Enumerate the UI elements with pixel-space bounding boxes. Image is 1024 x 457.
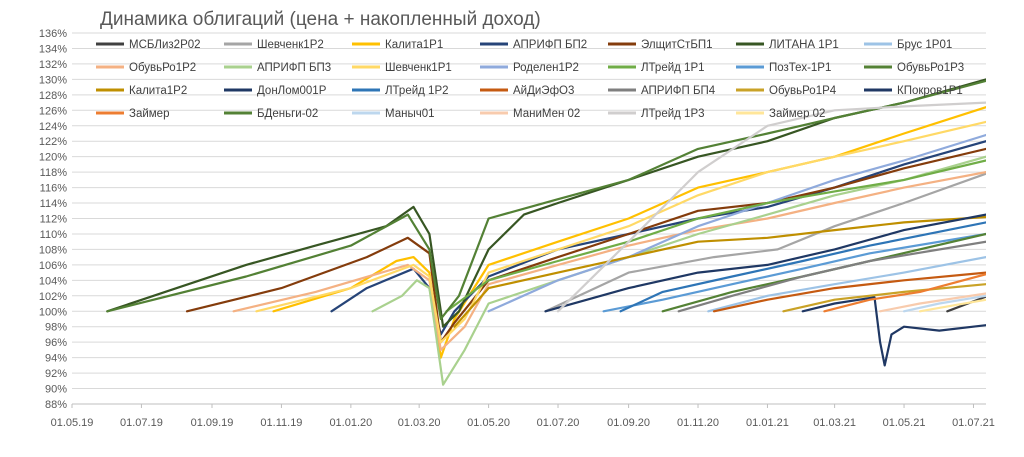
y-tick-label: 104%: [39, 275, 67, 287]
legend-label: ЛТрейд 1Р1: [641, 62, 705, 74]
y-tick-label: 134%: [39, 43, 67, 55]
series-line: [712, 271, 986, 313]
x-tick-label: 01.07.19: [120, 417, 163, 429]
series-line: [707, 256, 986, 313]
y-tick-label: 112%: [40, 214, 68, 226]
legend-label: АПРИФП БП3: [257, 62, 331, 74]
y-tick-label: 132%: [39, 59, 67, 71]
legend-label: ЛТрейд 1Р3: [641, 108, 705, 120]
legend-label: ДонЛом001Р: [257, 85, 327, 97]
legend-label: ОбувьРо1Р2: [129, 62, 196, 74]
x-tick-label: 01.05.19: [51, 417, 94, 429]
x-tick-label: 01.11.20: [677, 417, 719, 429]
y-tick-label: 116%: [40, 183, 68, 195]
x-axis: 01.05.19 01.07.19 01.09.19 01.11.19 01.01.20…: [51, 403, 995, 429]
x-tick-label: 01.03.21: [813, 417, 856, 429]
x-tick-label: 01.09.19: [191, 417, 234, 429]
series-line: [544, 172, 986, 313]
legend-label: АПРИФП БП4: [641, 85, 716, 97]
series-line: [878, 292, 986, 313]
y-tick-label: 102%: [39, 291, 67, 303]
series-line: [453, 215, 986, 328]
series-line: [272, 106, 986, 359]
y-tick-label: 106%: [39, 260, 67, 272]
legend-label: Займер: [129, 108, 169, 120]
legend-label: ЛИТАНА 1Р1: [769, 39, 839, 51]
legend-label: Брус 1Р01: [897, 39, 952, 51]
series-line: [556, 101, 986, 313]
legend: МСБЛиз2Р02 Шевченк1Р2 Калита1Р1 АПРИФП БП2 Э…: [96, 39, 964, 120]
y-tick-label: 94%: [45, 353, 67, 365]
legend-label: Шевченк1Р1: [385, 62, 452, 74]
legend-label: Шевченк1Р2: [257, 39, 324, 51]
series-line: [801, 296, 986, 367]
legend-label: ПозТех-1Р1: [769, 62, 831, 74]
y-tick-label: 100%: [39, 306, 67, 318]
legend-label: Займер 02: [769, 108, 825, 120]
x-tick-label: 01.05.20: [467, 417, 510, 429]
series-line: [823, 273, 986, 313]
legend-label: КПокров1Р1: [897, 85, 963, 97]
x-tick-label: 01.01.20: [329, 417, 372, 429]
series-line: [445, 159, 986, 313]
y-tick-label: 136%: [39, 28, 67, 40]
legend-label: Маныч01: [385, 108, 435, 120]
legend-label: ЭлщитСтБП1: [641, 39, 713, 51]
y-tick-label: 96%: [45, 337, 67, 349]
y-tick-label: 128%: [39, 90, 67, 102]
series-line: [232, 171, 986, 351]
series-line: [902, 294, 986, 313]
y-tick-label: 126%: [39, 105, 67, 117]
x-tick-label: 01.07.21: [952, 417, 995, 429]
legend-label: БДеньги-02: [257, 108, 318, 120]
series-line: [487, 133, 986, 313]
legend-label: ОбувьРо1Р3: [897, 62, 964, 74]
series-line: [371, 155, 986, 386]
x-tick-label: 01.11.19: [260, 417, 302, 429]
y-axis: 88% 90% 92% 94% 96% 98% 100% 102% 104% 106% 108% 11…: [39, 28, 67, 411]
series-line: [782, 283, 986, 313]
y-tick-label: 98%: [45, 322, 67, 334]
series-line: [106, 78, 986, 328]
y-tick-label: 90%: [45, 384, 67, 396]
x-tick-label: 01.03.20: [398, 417, 441, 429]
y-tick-label: 108%: [39, 244, 67, 256]
chart-title: Динамика облигаций (цена + накопленный д…: [100, 9, 541, 30]
series-lines: [106, 78, 986, 386]
y-tick-label: 130%: [39, 74, 67, 86]
x-tick-label: 01.01.21: [746, 417, 789, 429]
legend-label: ЛТрейд 1Р2: [385, 85, 449, 97]
series-line: [255, 120, 986, 344]
series-line: [661, 232, 986, 313]
legend-label: МаниМен 02: [513, 108, 580, 120]
legend-label: МСБЛиз2Р02: [129, 39, 201, 51]
series-line: [602, 232, 986, 313]
series-line: [106, 79, 986, 321]
legend-label: ОбувьРо1Р4: [769, 85, 837, 97]
y-tick-label: 122%: [39, 136, 67, 148]
y-tick-label: 88%: [45, 399, 67, 411]
y-tick-label: 118%: [40, 167, 68, 179]
y-tick-label: 92%: [45, 368, 67, 380]
x-tick-label: 01.05.21: [883, 417, 926, 429]
x-tick-label: 01.09.20: [607, 417, 650, 429]
legend-label: Роделен1Р2: [513, 62, 579, 74]
legend-label: АйДиЭфО3: [513, 85, 574, 97]
y-tick-label: 120%: [39, 152, 67, 164]
legend-label: Калита1Р1: [385, 39, 443, 51]
series-line: [918, 298, 986, 313]
legend-label: Калита1Р2: [129, 85, 187, 97]
x-tick-label: 01.07.20: [537, 417, 580, 429]
series-line: [677, 240, 986, 313]
y-tick-label: 124%: [39, 121, 67, 133]
y-tick-label: 110%: [40, 229, 68, 241]
series-line: [544, 213, 986, 313]
series-line: [619, 221, 986, 313]
y-tick-label: 114%: [40, 198, 68, 210]
legend-label: АПРИФП БП2: [513, 39, 587, 51]
